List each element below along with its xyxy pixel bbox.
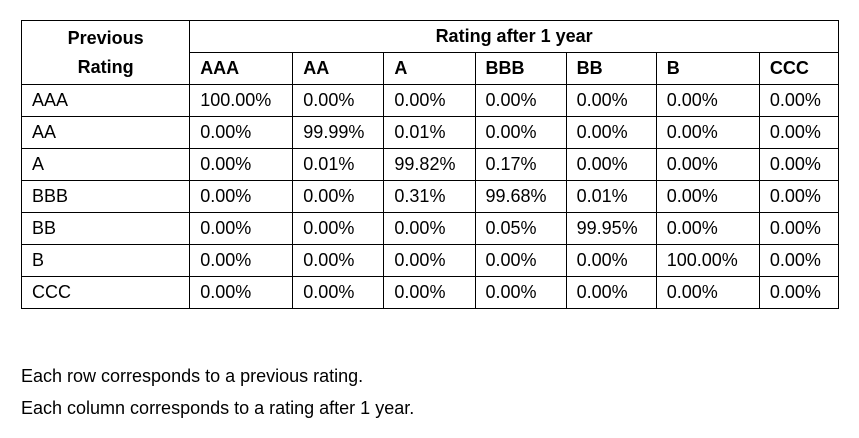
table-cell: 0.00% xyxy=(189,244,294,277)
table-cell: 0.00% xyxy=(383,244,476,277)
table-cell: 0.00% xyxy=(189,116,294,149)
table-cell: 0.00% xyxy=(565,276,657,309)
table-cell: 0.00% xyxy=(292,180,385,213)
table-cell: 0.31% xyxy=(383,180,476,213)
table-cell: 100.00% xyxy=(655,244,760,277)
row-header: A xyxy=(20,148,191,181)
table-cell: 0.05% xyxy=(474,212,567,245)
table-cell: 99.68% xyxy=(474,180,567,213)
table-cell: 0.00% xyxy=(292,212,385,245)
group-header: Rating after 1 year xyxy=(189,20,839,53)
table-cell: 99.95% xyxy=(565,212,657,245)
table-cell: 0.01% xyxy=(292,148,385,181)
corner-header: Previous Rating xyxy=(20,20,191,85)
row-header: AAA xyxy=(20,84,191,117)
notes: Each row corresponds to a previous ratin… xyxy=(21,360,414,424)
note-rows: Each row corresponds to a previous ratin… xyxy=(21,366,364,386)
table-cell: 0.00% xyxy=(189,180,294,213)
table-cell: 0.00% xyxy=(383,84,476,117)
note-columns: Each column corresponds to a rating afte… xyxy=(21,398,415,418)
table-cell: 0.00% xyxy=(758,116,840,149)
table-cell: 0.00% xyxy=(758,212,840,245)
column-header-aa: AA xyxy=(292,52,385,85)
column-header-a: A xyxy=(383,52,476,85)
table-cell: 0.00% xyxy=(655,180,760,213)
table-cell: 0.00% xyxy=(758,180,840,213)
table-cell: 0.17% xyxy=(474,148,567,181)
table-cell: 0.00% xyxy=(474,244,567,277)
table-cell: 0.00% xyxy=(189,212,294,245)
table-row: B 0.00% 0.00% 0.00% 0.00% 0.00% 100.00% … xyxy=(20,244,840,277)
table-row: AAA 100.00% 0.00% 0.00% 0.00% 0.00% 0.00… xyxy=(20,84,840,117)
header-row-group: Previous Rating Rating after 1 year xyxy=(20,20,839,85)
table-cell: 0.00% xyxy=(565,148,657,181)
table-cell: 0.01% xyxy=(383,116,476,149)
table-cell: 0.00% xyxy=(655,212,760,245)
table-cell: 0.00% xyxy=(758,244,840,277)
table-cell: 0.00% xyxy=(565,244,657,277)
table-cell: 0.00% xyxy=(655,148,760,181)
column-header-b: B xyxy=(655,52,760,85)
column-header-ccc: CCC xyxy=(758,52,840,85)
row-header: BBB xyxy=(20,180,191,213)
row-header: CCC xyxy=(20,276,191,309)
table-cell: 0.00% xyxy=(655,116,760,149)
table-cell: 0.00% xyxy=(655,84,760,117)
table-cell: 99.99% xyxy=(292,116,385,149)
table-cell: 0.00% xyxy=(189,148,294,181)
table-cell: 0.00% xyxy=(565,116,657,149)
table-row: BB 0.00% 0.00% 0.00% 0.05% 99.95% 0.00% … xyxy=(20,212,840,245)
table-cell: 0.00% xyxy=(655,276,760,309)
row-header: BB xyxy=(20,212,191,245)
table-cell: 0.00% xyxy=(758,148,840,181)
table-cell: 0.00% xyxy=(474,84,567,117)
row-header: AA xyxy=(20,116,191,149)
table-cell: 0.00% xyxy=(189,276,294,309)
table-cell: 0.00% xyxy=(383,276,476,309)
table-row: CCC 0.00% 0.00% 0.00% 0.00% 0.00% 0.00% … xyxy=(20,276,840,309)
table-row: A 0.00% 0.01% 99.82% 0.17% 0.00% 0.00% 0… xyxy=(20,148,840,181)
table-cell: 100.00% xyxy=(189,84,294,117)
table-cell: 0.00% xyxy=(758,276,840,309)
table-cell: 0.00% xyxy=(292,84,385,117)
column-header-bbb: BBB xyxy=(474,52,567,85)
column-header-aaa: AAA xyxy=(189,52,294,85)
table-cell: 0.00% xyxy=(565,84,657,117)
table-cell: 0.00% xyxy=(292,276,385,309)
corner-header-line2: Rating xyxy=(77,56,134,77)
table-cell: 99.82% xyxy=(383,148,476,181)
table-row: AA 0.00% 99.99% 0.01% 0.00% 0.00% 0.00% … xyxy=(20,116,840,149)
column-header-bb: BB xyxy=(565,52,657,85)
table-cell: 0.01% xyxy=(565,180,657,213)
table-cell: 0.00% xyxy=(474,276,567,309)
row-header: B xyxy=(20,244,191,277)
table-cell: 0.00% xyxy=(474,116,567,149)
table-cell: 0.00% xyxy=(758,84,840,117)
table-row: BBB 0.00% 0.00% 0.31% 99.68% 0.01% 0.00%… xyxy=(20,180,840,213)
transition-matrix-table: Previous Rating Rating after 1 year AAA … xyxy=(20,20,840,309)
table-cell: 0.00% xyxy=(383,212,476,245)
header-row-columns: AAA AA A BBB BB B CCC xyxy=(22,52,840,85)
table-cell: 0.00% xyxy=(292,244,385,277)
corner-header-line1: Previous xyxy=(67,27,144,48)
